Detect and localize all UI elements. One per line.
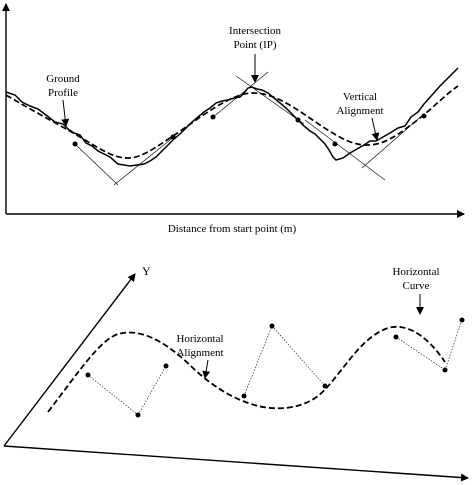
bottom-x-axis — [3, 445, 469, 482]
alignment-point — [269, 323, 275, 329]
tangent-point — [421, 113, 427, 119]
tangent-5 — [304, 119, 386, 181]
horizontal-alignment-arrow — [202, 359, 211, 379]
alignment-point — [135, 412, 141, 418]
horizontal-curve-label-line2: Curve — [403, 280, 430, 292]
vertical-alignment-label-line1: Vertical — [343, 91, 377, 103]
horizontal-plan-panel: Y Horizontal Alignment Horiz — [3, 264, 469, 482]
alignment-point — [163, 363, 169, 369]
ground-profile-arrow — [61, 99, 70, 127]
tangent-segment — [87, 374, 139, 416]
horizontal-alignment-label-line1: Horizontal — [176, 333, 223, 345]
tangent-segment — [243, 325, 273, 397]
distance-axis-label: Distance from start point (m) — [168, 223, 297, 235]
y-axis-label: Y — [142, 264, 151, 278]
horizontal-points — [85, 317, 465, 418]
tangent-6 — [361, 113, 425, 169]
vertical-alignment-arrow — [371, 117, 380, 141]
tangent-segment — [137, 365, 167, 416]
horizontal-curve-label-line1: Horizontal — [392, 266, 439, 278]
ground-profile-line — [5, 67, 459, 167]
tangent-4 — [235, 75, 305, 125]
tangent-point — [72, 141, 78, 147]
tangent-segment — [395, 336, 446, 371]
ground-profile-label-line1: Ground — [46, 73, 80, 85]
intersection-point-label-line1: Intersection — [229, 25, 281, 37]
ground-profile-label-line2: Profile — [48, 87, 78, 99]
alignment-point — [85, 372, 91, 378]
tangent-points — [72, 113, 427, 147]
alignment-point — [322, 383, 328, 389]
bottom-y-axis — [3, 273, 136, 447]
vertical-profile-panel: Ground Profile Intersection Point (IP) V… — [2, 3, 465, 235]
intersection-point-label-line2: Point (IP) — [233, 39, 276, 51]
tangent-point — [210, 114, 216, 120]
tangent-point — [170, 134, 176, 140]
horizontal-alignment-label-line2: Alignment — [176, 347, 223, 359]
alignment-point — [442, 367, 448, 373]
tangent-point — [295, 117, 301, 123]
vertical-alignment-label-line2: Alignment — [336, 105, 383, 117]
alignment-point — [393, 334, 399, 340]
vertical-alignment-curve — [5, 85, 459, 159]
tangent-lines — [74, 71, 425, 186]
alignment-point — [241, 393, 247, 399]
horizontal-tangents — [87, 319, 463, 416]
tangent-segment — [444, 319, 463, 371]
tangent-1 — [74, 143, 119, 186]
tangent-point — [332, 141, 338, 147]
tangent-segment — [271, 325, 326, 387]
alignment-point — [459, 317, 465, 323]
tangent-2 — [113, 135, 176, 186]
horizontal-alignment-curve — [47, 325, 446, 413]
